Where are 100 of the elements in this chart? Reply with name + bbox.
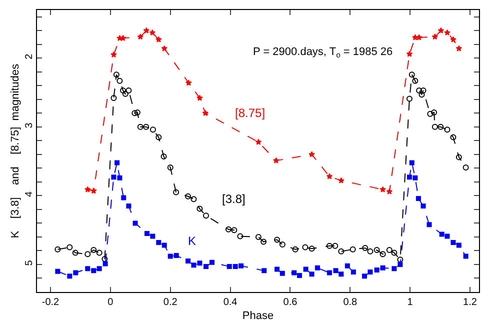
point: [392, 266, 397, 272]
point: [280, 270, 285, 276]
point: [67, 274, 72, 279]
point: [386, 188, 393, 194]
point: [344, 263, 350, 268]
x-axis-title: Phase: [242, 310, 274, 322]
point: [156, 240, 162, 245]
point: [168, 254, 173, 259]
point: [238, 263, 244, 268]
y-axis-title: K [3.8] and [8.75] magnitudes: [10, 63, 22, 238]
x-tick-label: 1: [407, 297, 414, 308]
point: [444, 29, 450, 36]
point: [110, 51, 117, 58]
point: [444, 234, 450, 239]
x-tick-label: 0.2: [163, 297, 178, 308]
point: [438, 27, 444, 34]
series-label: [8.75]: [235, 106, 266, 120]
point: [308, 151, 315, 158]
point: [326, 270, 332, 276]
point: [314, 265, 320, 270]
point: [406, 50, 413, 57]
y-tick-label: 2: [24, 53, 35, 60]
point: [272, 157, 280, 164]
point: [150, 234, 156, 239]
point: [191, 262, 196, 268]
point: [406, 174, 412, 180]
point: [120, 34, 126, 41]
point: [362, 274, 368, 279]
point: [338, 272, 344, 277]
x-tick-label: 0.4: [223, 297, 238, 308]
point: [350, 270, 356, 275]
point: [292, 270, 297, 276]
point: [161, 45, 168, 52]
point: [126, 204, 132, 209]
point: [210, 260, 214, 265]
point: [196, 94, 203, 101]
point: [463, 254, 468, 259]
point: [117, 175, 122, 180]
point: [232, 264, 238, 270]
point: [96, 266, 102, 272]
point: [132, 220, 138, 226]
point: [412, 175, 418, 180]
point: [143, 27, 150, 34]
point: [111, 174, 116, 180]
point: [274, 266, 280, 272]
point: [255, 138, 262, 145]
x-tick-label: 1.2: [463, 297, 478, 308]
point: [84, 186, 91, 192]
point: [420, 204, 426, 209]
point: [303, 266, 308, 272]
point: [333, 268, 338, 274]
x-tick-label: -0.2: [42, 297, 60, 308]
point: [398, 262, 403, 267]
y-tick-label: 5: [24, 260, 35, 266]
point: [102, 261, 108, 266]
point: [409, 160, 414, 166]
text: P = 2900.days, T$_{o}$ = 1985 26: [253, 46, 393, 60]
point: [368, 270, 373, 275]
point: [226, 264, 232, 270]
point: [197, 260, 202, 266]
point: [426, 222, 432, 228]
y-tick-label: 4: [24, 190, 35, 197]
point: [73, 270, 78, 276]
series-label: [3.8]: [222, 192, 246, 206]
point: [262, 268, 267, 274]
point: [326, 173, 333, 180]
x-tick-label: 0.8: [343, 297, 358, 308]
point: [91, 268, 96, 274]
point: [416, 34, 422, 40]
x-tick-label: 0: [108, 297, 114, 308]
point: [144, 231, 150, 236]
point: [162, 242, 167, 248]
point: [456, 45, 462, 52]
point: [374, 267, 380, 272]
y-tick-label: 3: [24, 122, 35, 128]
point: [185, 80, 192, 86]
point: [456, 242, 462, 248]
point: [202, 110, 209, 116]
point: [137, 34, 144, 40]
point: [149, 29, 156, 36]
point: [55, 268, 60, 274]
point: [338, 177, 344, 184]
point: [156, 36, 162, 42]
point: [85, 266, 90, 272]
point: [450, 240, 456, 245]
point: [186, 258, 191, 264]
point: [114, 160, 120, 166]
point: [432, 34, 438, 40]
point: [450, 36, 456, 42]
series-label: K: [188, 234, 196, 248]
point: [309, 272, 314, 277]
point: [380, 186, 386, 192]
point: [380, 265, 386, 270]
point: [204, 264, 209, 270]
point: [297, 272, 302, 278]
x-tick-label: 0.6: [283, 297, 298, 308]
point: [174, 253, 179, 258]
point: [439, 232, 444, 237]
point: [416, 196, 421, 201]
point: [90, 188, 97, 194]
